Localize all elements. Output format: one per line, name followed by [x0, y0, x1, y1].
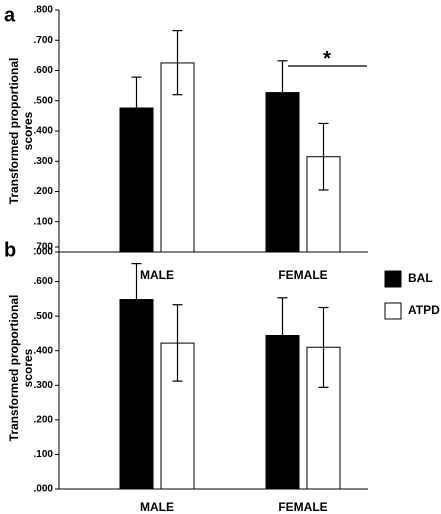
bar-bal-female: [265, 92, 300, 253]
y-tick-label: .200: [34, 186, 54, 197]
y-tick-label: .100: [34, 449, 54, 460]
y-tick-label: .100: [34, 216, 54, 227]
y-tick-label: .700: [34, 242, 54, 253]
y-tick-label: .200: [34, 414, 54, 425]
legend-item-bal: BAL: [384, 270, 433, 288]
y-tick-label: .700: [34, 35, 54, 46]
panel-letter: a: [4, 4, 16, 26]
y-tick-label: .800: [34, 5, 54, 16]
x-category-label: MALE: [140, 500, 174, 514]
panel-letter: b: [4, 239, 16, 261]
y-tick-label: .000: [34, 484, 54, 495]
x-category-label: FEMALE: [278, 268, 327, 282]
y-tick-label: .000: [34, 247, 54, 258]
legend-label: ATPD: [408, 303, 440, 317]
x-category-label: FEMALE: [278, 500, 327, 514]
y-tick-label: .400: [34, 345, 54, 356]
legend: BAL ATPD: [384, 270, 440, 320]
chart-panel-b: b Transformed proportionalscores .000 .100.…: [4, 239, 368, 514]
legend-item-atpd: ATPD: [384, 302, 440, 320]
x-category-label: MALE: [140, 268, 174, 282]
y-axis-label: Transformed proportionalscores: [7, 295, 35, 442]
y-axis-label: Transformed proportionalscores: [7, 58, 35, 205]
y-tick-label: .400: [34, 126, 54, 137]
y-tick-label: .500: [34, 311, 54, 322]
y-tick-label: .600: [34, 276, 54, 287]
legend-swatch: [384, 270, 402, 288]
significance-star: *: [323, 48, 331, 70]
y-tick-label: .600: [34, 65, 54, 76]
y-tick-label: .300: [34, 380, 54, 391]
chart-panel-a: a Transformed proportionalscores .000 .100.…: [4, 4, 368, 282]
legend-label: BAL: [408, 271, 433, 285]
y-tick-label: .500: [34, 95, 54, 106]
legend-swatch: [384, 302, 402, 320]
y-tick-label: .300: [34, 156, 54, 167]
